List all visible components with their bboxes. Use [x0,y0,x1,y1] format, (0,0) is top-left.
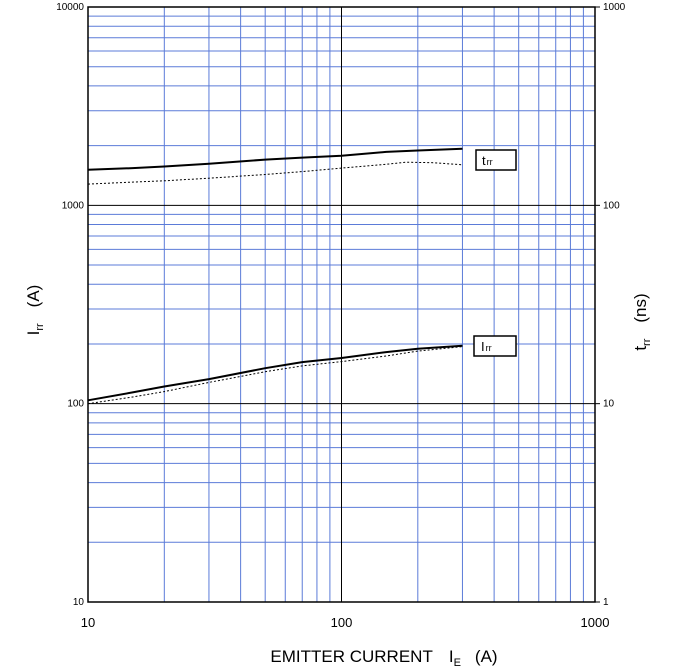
legend-trr-box [475,149,517,171]
x-tick-label-100: 100 [331,615,353,630]
legend-irr-box [473,335,517,357]
ticks-layer: 10 100 1000 10 100 1000 10000 1 10 100 1000 [56,2,625,630]
grid-major [88,7,595,602]
legend-trr-label: trr [482,153,493,168]
y-tick-label-10000: 10000 [56,2,84,13]
series-layer [87,147,463,405]
series-line-1-dotted [87,161,463,185]
y2-axis-label: trr(ns) [631,293,653,350]
grid-minor-x [163,7,584,602]
y2-tick-label-100: 100 [603,200,620,211]
plot-frame [87,6,596,603]
y2-tick-label-1000: 1000 [603,2,626,13]
legend-irr-label: Irr [481,339,492,354]
y-axis-label: Irr(A) [24,285,46,336]
series-line-3-dotted [87,346,463,405]
x-tick-label-10: 10 [81,615,95,630]
y2-tick-label-1: 1 [603,597,609,608]
legend-trr: trr [475,149,517,171]
y-tick-label-1000: 1000 [62,200,85,211]
y-tick-label-100: 100 [67,399,84,410]
series-line-2-solid [87,344,463,402]
legend-irr: Irr [473,335,517,357]
y-tick-label-10: 10 [73,597,85,608]
x-tick-label-1000: 1000 [581,615,610,630]
x-axis-label: EMITTER CURRENT IE (A) [270,647,497,669]
y2-tick-label-10: 10 [603,399,615,410]
series-line-0-solid [87,147,463,171]
